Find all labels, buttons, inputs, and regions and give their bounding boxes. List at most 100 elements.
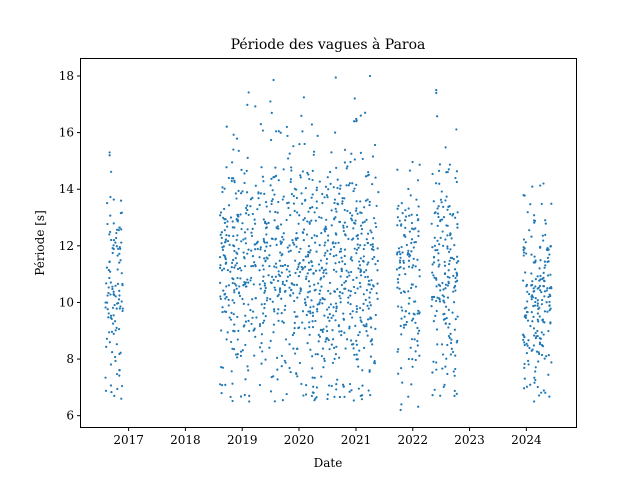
data-point	[271, 300, 274, 303]
data-point	[341, 260, 344, 263]
data-point	[245, 191, 249, 194]
data-point	[543, 290, 547, 293]
data-point	[326, 337, 329, 340]
data-point	[371, 182, 374, 186]
data-point	[242, 284, 245, 287]
data-point	[413, 313, 416, 316]
data-point	[549, 273, 552, 276]
data-point	[536, 385, 539, 389]
data-point	[108, 331, 111, 334]
data-point	[334, 319, 337, 322]
data-point	[302, 218, 305, 222]
data-point	[375, 225, 378, 229]
data-point	[330, 151, 333, 154]
data-point	[109, 214, 112, 217]
data-point	[293, 310, 296, 314]
data-point	[398, 287, 401, 290]
data-point	[435, 91, 438, 95]
data-point	[368, 203, 371, 207]
data-point	[366, 174, 369, 177]
data-point	[373, 143, 377, 147]
data-point	[109, 314, 113, 317]
data-point	[436, 343, 439, 346]
data-point	[347, 296, 350, 299]
data-point	[325, 329, 329, 333]
data-point	[322, 269, 326, 272]
data-point	[330, 384, 333, 388]
data-point	[543, 266, 546, 269]
data-point	[266, 296, 269, 300]
data-point	[449, 341, 453, 345]
data-point	[315, 396, 318, 399]
data-point	[401, 212, 404, 215]
data-point	[335, 305, 338, 308]
data-point	[264, 358, 267, 361]
data-point	[446, 275, 449, 278]
data-point	[353, 97, 356, 100]
data-point	[254, 296, 257, 300]
data-point	[533, 304, 537, 307]
data-point	[324, 268, 327, 271]
data-point	[227, 304, 230, 307]
data-point	[450, 237, 453, 240]
data-point	[301, 310, 305, 313]
data-point	[292, 292, 295, 295]
data-point	[232, 347, 236, 351]
data-point	[316, 310, 319, 313]
data-point	[243, 231, 247, 234]
data-point	[418, 163, 421, 166]
data-point	[408, 169, 412, 172]
data-point	[316, 353, 319, 356]
data-point	[281, 264, 284, 268]
data-point	[286, 246, 289, 249]
data-point	[315, 386, 319, 389]
data-point	[432, 200, 435, 203]
data-point	[285, 268, 288, 271]
data-point	[347, 271, 350, 274]
data-point	[407, 187, 410, 191]
data-point	[541, 298, 544, 302]
data-point	[250, 249, 253, 252]
data-point	[223, 310, 226, 313]
data-point	[543, 280, 546, 283]
data-point	[311, 391, 314, 394]
data-point	[253, 354, 256, 357]
data-point	[303, 298, 307, 301]
data-point	[264, 259, 267, 262]
data-point	[340, 330, 343, 333]
data-point	[408, 296, 411, 300]
data-point	[291, 283, 294, 286]
data-point	[334, 302, 338, 305]
data-point	[246, 228, 249, 231]
data-point	[236, 276, 239, 280]
data-point	[230, 266, 233, 269]
data-point	[534, 285, 537, 288]
data-point	[528, 346, 531, 350]
data-point	[223, 229, 226, 232]
data-point	[313, 211, 316, 214]
data-point	[432, 255, 436, 259]
data-point	[531, 185, 534, 188]
data-point	[288, 274, 292, 277]
data-point	[338, 261, 341, 264]
data-point	[118, 289, 121, 292]
data-point	[354, 219, 357, 222]
data-point	[239, 354, 242, 357]
data-point	[546, 287, 549, 290]
data-point	[349, 303, 352, 306]
data-point	[359, 274, 363, 277]
data-point	[452, 274, 455, 277]
data-point	[407, 395, 410, 398]
data-point	[244, 206, 248, 210]
data-point	[356, 212, 359, 215]
data-point	[273, 286, 276, 289]
data-point	[534, 337, 537, 340]
data-point	[364, 298, 367, 301]
data-point	[308, 333, 311, 336]
data-point	[106, 222, 109, 226]
data-point	[364, 199, 368, 202]
data-point	[533, 219, 537, 222]
data-point	[312, 272, 315, 275]
data-point	[530, 253, 533, 256]
data-point	[323, 298, 326, 301]
